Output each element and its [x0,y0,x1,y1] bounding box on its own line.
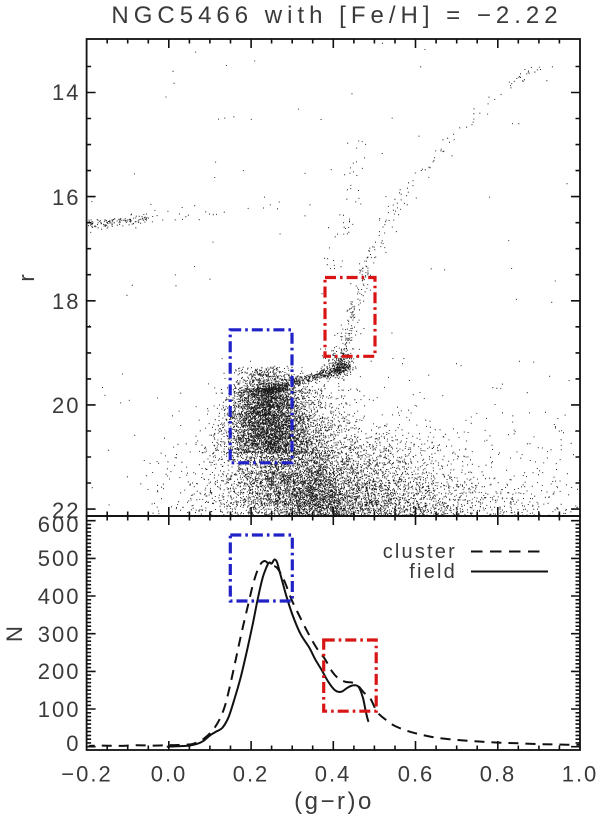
svg-text:300: 300 [38,622,81,647]
svg-text:600: 600 [38,512,81,537]
svg-text:500: 500 [38,546,81,571]
svg-text:0.6: 0.6 [398,762,435,787]
svg-text:16: 16 [52,185,80,210]
svg-text:400: 400 [38,584,81,609]
svg-text:r: r [14,272,39,281]
svg-text:100: 100 [38,697,81,722]
svg-text:field: field [409,561,457,583]
svg-text:(g−r)o: (g−r)o [294,788,374,815]
svg-text:cluster: cluster [383,541,457,563]
svg-text:22: 22 [52,498,80,523]
svg-text:200: 200 [38,659,81,684]
svg-text:0: 0 [66,731,80,756]
svg-text:N: N [2,624,27,642]
svg-text:0.4: 0.4 [315,762,352,787]
svg-text:0.8: 0.8 [480,762,517,787]
svg-text:0.2: 0.2 [233,762,270,787]
svg-text:20: 20 [52,393,80,418]
svg-text:NGC5466 with [Fe/H] = −2.22: NGC5466 with [Fe/H] = −2.22 [111,2,562,29]
svg-text:−0.2: −0.2 [61,762,112,787]
svg-text:0.0: 0.0 [151,762,188,787]
svg-text:1.0: 1.0 [562,762,599,787]
svg-text:18: 18 [52,289,80,314]
svg-text:14: 14 [52,80,80,105]
